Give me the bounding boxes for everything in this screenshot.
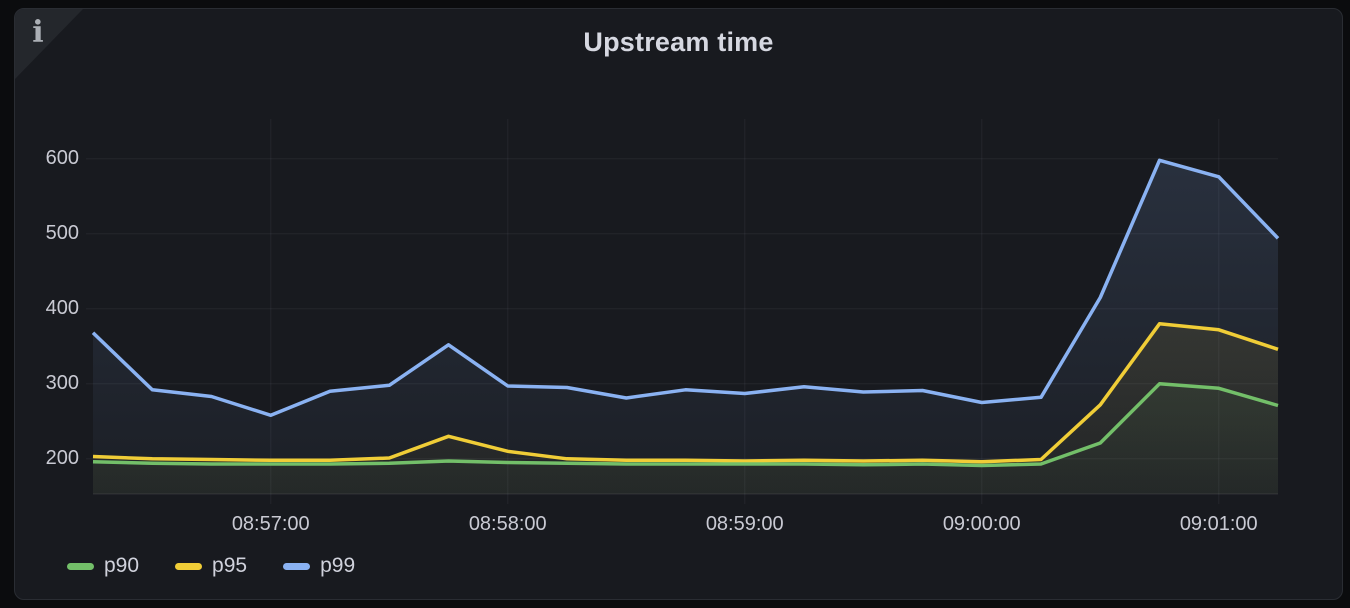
legend-swatch-p90 [67, 562, 94, 570]
series-line-p95 [92, 322, 1279, 464]
y-tick-label: 600 [45, 146, 79, 169]
time-series-chart[interactable]: 200 300 400 500 600 08:57:00 08:58:00 08:59:00… [15, 9, 1343, 549]
legend-label: p90 [104, 554, 140, 577]
chart-canvas[interactable] [15, 9, 1343, 549]
legend-swatch-p99 [283, 562, 311, 570]
y-tick-label: 400 [45, 296, 79, 319]
x-tick-label: 08:58:00 [468, 513, 547, 535]
x-tick-label: 09:01:00 [1179, 513, 1258, 535]
x-tick-label: 08:59:00 [705, 513, 784, 535]
y-tick-label: 500 [45, 221, 79, 244]
panel-title[interactable]: Upstream time [583, 27, 774, 57]
legend-item-p95[interactable]: p95 [175, 554, 247, 578]
info-icon: i [32, 15, 44, 50]
legend: p90 p95 p99 [67, 549, 391, 583]
x-tick-label: 08:57:00 [231, 513, 310, 535]
legend-item-p99[interactable]: p99 [283, 554, 355, 578]
series-line-p99 [91, 158, 1280, 418]
x-tick-label: 09:00:00 [942, 513, 1021, 535]
legend-label: p95 [212, 554, 248, 577]
y-tick-label: 300 [45, 371, 79, 394]
series-line-p90 [92, 382, 1279, 468]
y-tick-label: 200 [45, 446, 79, 469]
series-fill-p99 [93, 160, 1278, 495]
grafana-panel: i Upstream time 200 300 400 500 600 08:57:00… [14, 8, 1343, 600]
legend-swatch-p95 [175, 562, 203, 570]
legend-label: p99 [320, 554, 356, 577]
legend-item-p90[interactable]: p90 [67, 554, 139, 578]
